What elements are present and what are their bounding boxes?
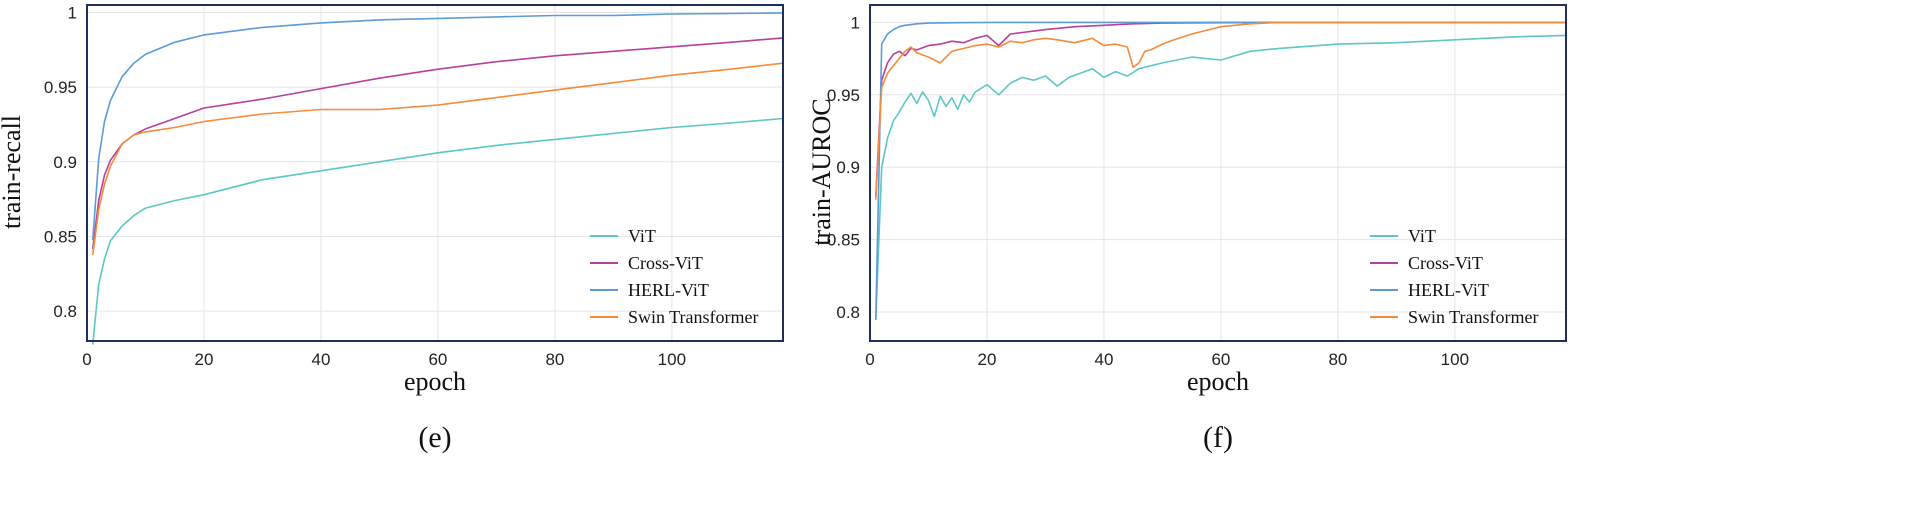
legend: ViT Cross-ViT HERL-ViT Swin Transformer [590, 226, 759, 327]
legend-label: Swin Transformer [1408, 307, 1539, 327]
legend-label: Cross-ViT [1408, 253, 1483, 273]
series-line-swin-transformer [874, 21, 1567, 200]
x-tick-label: 40 [311, 350, 330, 369]
series-line-vit [92, 117, 784, 345]
y-tick-label: 0.9 [836, 158, 860, 177]
series-line-cross-vit [92, 37, 784, 250]
x-tick-label: 20 [195, 350, 214, 369]
series-line-swin-transformer [92, 62, 784, 256]
x-tick-label: 20 [978, 350, 997, 369]
y-tick-label: 0.9 [53, 153, 77, 172]
y-tick-label: 0.8 [836, 303, 860, 322]
series-line-herl-vit [92, 12, 784, 241]
panel-label: (e) [418, 421, 451, 454]
y-tick-label: 0.8 [53, 302, 77, 321]
chart-panel-f: 0 20 40 60 80 100 0.8 0.85 0.9 0.95 1 epoch train-AU… [807, 4, 1567, 454]
y-tick-label: 1 [851, 13, 860, 32]
x-tick-label: 0 [865, 350, 874, 369]
x-axis-label: epoch [1187, 367, 1249, 396]
x-tick-label: 60 [428, 350, 447, 369]
y-axis-label: train-recall [0, 115, 26, 229]
x-tick-label: 0 [82, 350, 91, 369]
x-tick-label: 80 [545, 350, 564, 369]
plot-frame [869, 4, 1567, 342]
plot-area [870, 5, 1566, 341]
y-tick-label: 0.95 [827, 86, 860, 105]
y-tick-label: 1 [68, 3, 77, 22]
series-line-vit [874, 34, 1567, 321]
panel-label: (f) [1203, 421, 1233, 454]
x-tick-label: 100 [658, 350, 686, 369]
plot-area [87, 5, 783, 341]
legend-label: Swin Transformer [628, 307, 759, 327]
y-tick-label: 0.85 [827, 231, 860, 250]
chart-panel-e: 0 20 40 60 80 100 0.8 0.85 0.9 0.95 1 epoch train-re… [0, 3, 784, 454]
y-axis-label: train-AUROC [807, 98, 836, 245]
x-tick-label: 60 [1211, 350, 1230, 369]
y-tick-label: 0.95 [44, 78, 77, 97]
legend-label: ViT [628, 226, 656, 246]
x-axis-label: epoch [404, 367, 466, 396]
legend-label: HERL-ViT [1408, 280, 1489, 300]
plot-frame [86, 4, 784, 342]
legend-label: ViT [1408, 226, 1436, 246]
x-tick-label: 80 [1328, 350, 1347, 369]
legend: ViT Cross-ViT HERL-ViT Swin Transformer [1370, 226, 1539, 327]
legend-label: Cross-ViT [628, 253, 703, 273]
x-tick-label: 100 [1441, 350, 1469, 369]
legend-label: HERL-ViT [628, 280, 709, 300]
y-tick-label: 0.85 [44, 227, 77, 246]
x-tick-label: 40 [1094, 350, 1113, 369]
